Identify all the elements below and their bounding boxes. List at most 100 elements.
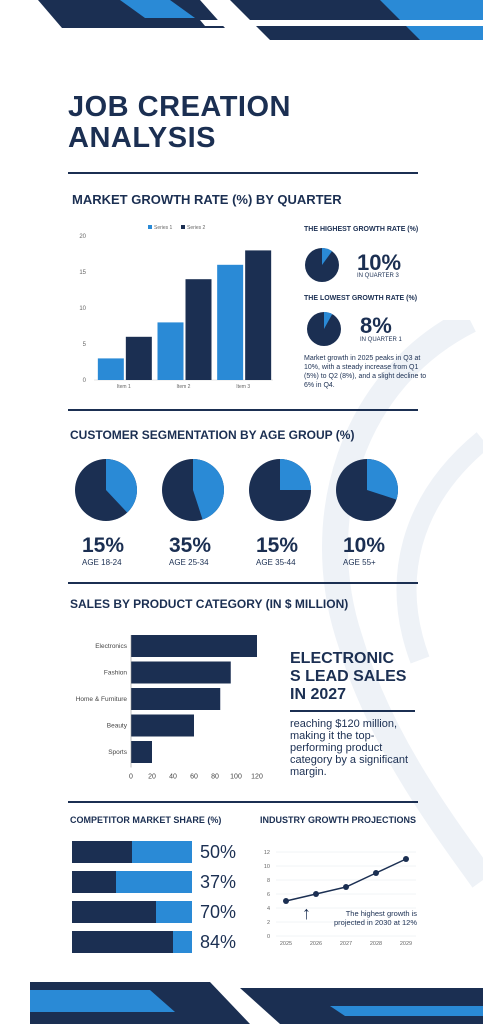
y-tick-label: Beauty [107, 723, 128, 730]
sales-callout-line: ELECTRONIC [290, 650, 394, 667]
bar [125, 336, 152, 380]
highest-value: 10% [357, 250, 402, 275]
share-track [72, 931, 192, 953]
data-point [403, 856, 409, 862]
bar [185, 279, 212, 380]
data-point [313, 891, 319, 897]
y-tick-label: 15 [79, 270, 86, 276]
y-tick-label: 0 [267, 934, 270, 940]
y-tick-label: Sports [108, 749, 128, 756]
sales-bar-chart: Electronics Fashion Home & Furniture Beauty… [76, 635, 263, 781]
x-tick-label: 2028 [370, 941, 382, 947]
x-tick-label: Item 1 [117, 384, 131, 390]
legend-swatch [181, 225, 185, 229]
x-tick-label: Item 2 [177, 384, 191, 390]
segment-value: 10% [343, 534, 386, 557]
x-tick-label: 0 [129, 774, 133, 781]
sales-callout-line: IN 2027 [290, 686, 347, 703]
top-banner [38, 0, 483, 40]
pie-slice [106, 459, 137, 513]
share-label: 84% [200, 932, 237, 952]
x-tick-label: 2025 [280, 941, 292, 947]
segment-pie [75, 459, 137, 521]
x-tick-label: 120 [251, 774, 263, 781]
segment-pie [336, 459, 398, 521]
x-tick-label: 20 [148, 774, 156, 781]
pie-slice [367, 459, 398, 500]
share-track [72, 901, 192, 923]
x-tick-label: 2029 [400, 941, 412, 947]
page-title: JOB CREATION ANALYSIS [68, 91, 291, 154]
competitor-row: 50% [72, 841, 252, 863]
pie-slice [193, 459, 224, 520]
y-tick-label: 6 [267, 892, 270, 898]
sales-callout-line: S LEAD SALES [290, 668, 407, 685]
segment-value: 35% [169, 534, 212, 557]
industry-note: The highest growth is projected in 2030 … [334, 909, 417, 927]
background-watermark [322, 320, 483, 888]
segment-card: 10% AGE 55+ [329, 458, 419, 567]
legend-swatch [148, 225, 152, 229]
segmentation-row: 15% AGE 18-24 35% AGE 25-34 15% AGE 35-44 10% A… [68, 458, 428, 578]
segment-card: 15% AGE 35-44 [242, 458, 332, 567]
y-tick-label: 20 [79, 234, 86, 240]
bottom-banner [30, 982, 483, 1024]
segment-label: AGE 25-34 [169, 558, 209, 567]
y-tick-label: 8 [267, 878, 270, 884]
share-label: 50% [200, 842, 237, 862]
y-tick-label: Home & Furniture [76, 696, 128, 703]
legend-label: Series 2 [187, 225, 206, 231]
bar [131, 714, 194, 737]
data-point [373, 870, 379, 876]
segment-value: 15% [82, 534, 125, 557]
y-tick-label: 0 [83, 378, 87, 384]
y-tick-label: 10 [264, 864, 270, 870]
pie-slice [280, 459, 311, 490]
highest-sub: IN QUARTER 3 [357, 273, 399, 279]
growth-note: Market growth in 2025 peaks in Q3 at 10%… [304, 355, 427, 389]
sales-heading: SALES BY PRODUCT CATEGORY (IN $ MILLION) [70, 597, 349, 611]
divider [68, 409, 418, 411]
segment-label: AGE 35-44 [256, 558, 296, 567]
x-tick-label: 100 [230, 774, 242, 781]
market-growth-heading: MARKET GROWTH RATE (%) BY QUARTER [72, 192, 342, 207]
lowest-pie [307, 312, 341, 346]
sales-callout-title: ELECTRONIC S LEAD SALES IN 2027 [290, 650, 406, 704]
y-tick-label: 5 [83, 342, 87, 348]
divider [68, 801, 418, 803]
lowest-sub: IN QUARTER 1 [360, 337, 402, 343]
lowest-value: 8% [360, 313, 392, 338]
competitor-row: 37% [72, 871, 252, 893]
competitor-row: 84% [72, 931, 252, 953]
segment-label: AGE 55+ [343, 558, 376, 567]
segment-pie [162, 459, 224, 521]
sales-callout-body: reaching $120 million, making it the top… [290, 718, 409, 778]
segment-value: 15% [256, 534, 299, 557]
growth-bar-chart: 0 5 10 15 20 Item 1 Item 2 Item 3 Series 1 Series… [79, 225, 273, 390]
lowest-heading: THE LOWEST GROWTH RATE (%) [304, 295, 418, 302]
bar [131, 741, 152, 763]
competitor-heading: COMPETITOR MARKET SHARE (%) [70, 815, 222, 825]
y-tick-label: 2 [267, 920, 270, 926]
share-fill [72, 841, 132, 863]
share-fill [72, 931, 173, 953]
data-point [283, 898, 289, 904]
competitor-bars: 50% 37% 70% 84% [72, 841, 252, 961]
segment-pie [249, 459, 311, 521]
sales-callout-rule [290, 710, 415, 712]
competitor-row: 70% [72, 901, 252, 923]
x-tick-label: 60 [190, 774, 198, 781]
bar [131, 688, 221, 710]
divider [68, 172, 418, 174]
share-fill [72, 901, 156, 923]
legend-label: Series 1 [154, 225, 173, 231]
y-tick-label: Fashion [104, 670, 128, 677]
pie-slice [324, 312, 333, 329]
up-arrow-icon: ↑ [302, 903, 311, 923]
x-tick-label: 2027 [340, 941, 352, 947]
bar [157, 322, 184, 380]
x-tick-label: Item 3 [236, 384, 250, 390]
share-fill [72, 871, 117, 893]
bar [97, 358, 124, 380]
y-tick-label: 4 [267, 906, 270, 912]
